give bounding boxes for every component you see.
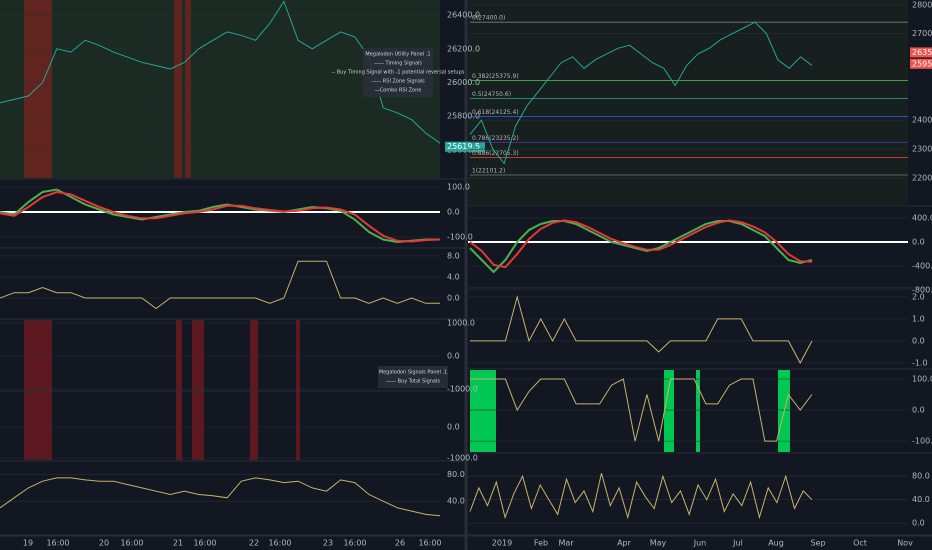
series-line (470, 378, 813, 442)
legend-line: -- Buy Timing Signal with -1 potential r… (332, 70, 465, 76)
y-tick-label: 0.0 (447, 423, 460, 432)
fib-label: 0.786(23235.2) (472, 135, 519, 142)
x-tick-label: 23 (323, 539, 333, 548)
x-tick-label: 16:00 (193, 539, 216, 548)
series-line (469, 220, 813, 274)
y-tick-label: 0.0 (912, 519, 925, 528)
y-tick-label: 4.0 (447, 272, 460, 281)
series-line (469, 219, 813, 269)
legend-line: Megalodon Signals Panel .1 (379, 370, 447, 376)
series-line (469, 21, 813, 165)
price-tag-label: 25957.5 (912, 59, 932, 68)
y-tick-label: 25800.0 (447, 112, 480, 121)
x-tick-label: Aug (768, 539, 784, 548)
x-tick-label: Oct (853, 539, 867, 548)
x-tick-label: 2019 (492, 539, 512, 548)
series-line (0, 188, 440, 244)
y-tick-label: 1000.0 (447, 318, 475, 327)
price-tag (910, 58, 932, 69)
fib-label: 0.618(24125.4) (472, 109, 519, 116)
series-line (470, 294, 813, 364)
x-tick-label: Nov (897, 539, 913, 548)
y-tick-label: -100.0 (447, 233, 473, 242)
series-line (469, 473, 813, 520)
y-tick-label: 28000.0 (912, 0, 932, 9)
legend: Megalodon Utility Panel .1 —— Timing Sign… (332, 48, 465, 97)
series-line (0, 190, 441, 243)
y-tick-label: 0.0 (912, 336, 925, 345)
x-tick-label: 22 (249, 539, 259, 548)
x-tick-label: 16:00 (120, 539, 143, 548)
x-tick-label: 16:00 (46, 539, 69, 548)
price-tag-label: 26351.5 (912, 48, 932, 57)
y-tick-label: 40.0 (447, 497, 465, 506)
fib-label: 0.5(24750.6) (472, 91, 511, 98)
legend-line: —— Buy Total Signals (386, 379, 440, 385)
x-tick-label: May (650, 539, 667, 548)
y-tick-label: 0.0 (447, 294, 460, 303)
x-tick-label: 16:00 (268, 539, 291, 548)
legend-line: —Combo RSI Zone (375, 88, 422, 94)
fib-label: 1(22101.2) (472, 167, 505, 174)
x-tick-label: Apr (617, 539, 632, 548)
y-tick-label: -800.0 (912, 286, 932, 295)
y-tick-label: 100.0 (912, 375, 932, 384)
y-tick-label: 0.0 (912, 406, 925, 415)
y-tick-label: 1.0 (912, 314, 925, 323)
y-tick-label: 0.0 (447, 208, 460, 217)
x-tick-label: 20 (99, 539, 109, 548)
price-tag (445, 141, 485, 152)
legend-line: —— Timing Signals (374, 61, 422, 67)
fib-label: 0.382(25375.9) (472, 73, 519, 80)
legend-box (378, 366, 448, 388)
y-tick-label: 0.0 (447, 351, 460, 360)
y-tick-label: 40.0 (912, 495, 930, 504)
price-bg (468, 0, 908, 205)
green-bands (470, 370, 790, 452)
x-tick-label: Jul (732, 539, 743, 548)
y-tick-label: -100.0 (912, 437, 932, 446)
legend-line: —— RSI Zone Signals (371, 79, 425, 85)
series-line (0, 477, 441, 517)
fib-label: 0.886(22705.3) (472, 150, 519, 157)
y-tick-label: -1.0 (912, 358, 928, 367)
legend: Megalodon Signals Panel .1 —— Buy Total S… (378, 366, 448, 388)
y-tick-label: 24000.0 (912, 116, 932, 125)
x-tick-label: Feb (534, 539, 548, 548)
y-tick-label: 100.0 (447, 183, 470, 192)
legend-line: Megalodon Utility Panel .1 (365, 52, 430, 58)
price-tag (910, 47, 932, 58)
x-tick-label: 19 (23, 539, 33, 548)
signal-bands (24, 0, 300, 460)
y-tick-label: 26200.0 (447, 44, 480, 53)
y-tick-label: -1000.0 (447, 385, 478, 394)
y-tick-label: 80.0 (912, 472, 930, 481)
y-tick-label: 23000.0 (912, 145, 932, 154)
y-tick-label: 2.0 (912, 292, 925, 301)
price-tag-label: 25619.5 (447, 142, 480, 151)
y-tick-label: 80.0 (447, 470, 465, 479)
y-tick-label: 0.0 (912, 237, 925, 246)
y-tick-label: -400.0 (912, 261, 932, 270)
series-line (0, 260, 440, 310)
x-tick-label: Mar (558, 539, 574, 548)
y-tick-label: 400.0 (912, 213, 932, 222)
y-tick-label: 8.0 (447, 251, 460, 260)
x-tick-label: Jun (693, 539, 707, 548)
x-tick-label: 16:00 (343, 539, 366, 548)
fib-label: 0(27400.0) (472, 15, 505, 22)
y-tick-label: -1000.0 (447, 453, 478, 462)
x-tick-label: 16:00 (418, 539, 441, 548)
y-tick-label: 26400.0 (447, 11, 480, 20)
legend-box (363, 48, 433, 97)
x-tick-label: 26 (395, 539, 405, 548)
y-tick-label: 27000.0 (912, 29, 932, 38)
x-tick-label: 21 (173, 539, 183, 548)
x-tick-label: Sep (810, 539, 825, 548)
y-tick-label: 26000.0 (447, 78, 480, 87)
